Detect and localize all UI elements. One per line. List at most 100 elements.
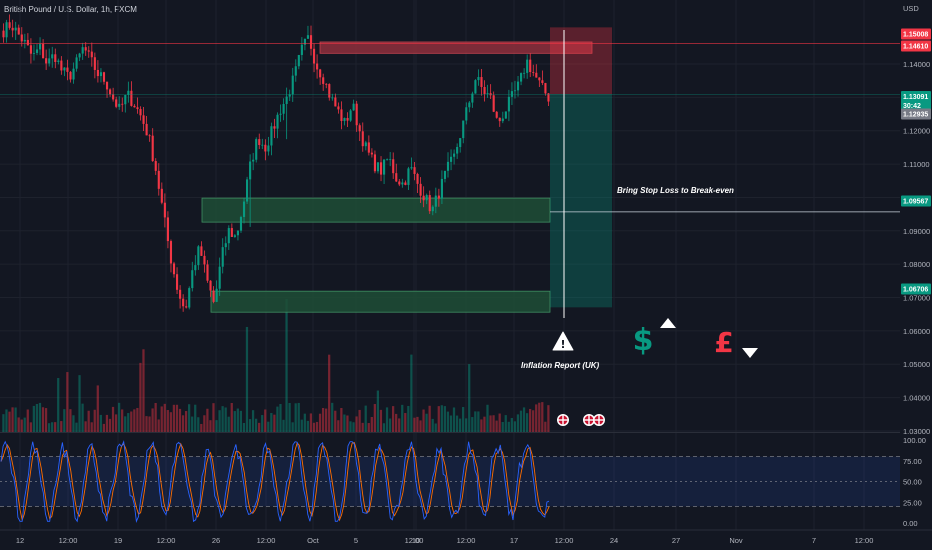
price-tag-bg — [901, 195, 931, 207]
candle-body — [398, 181, 401, 185]
volume-bar — [111, 406, 115, 432]
candle-body — [422, 195, 425, 201]
candle-body — [401, 182, 404, 185]
volume-bar — [416, 416, 419, 432]
volume-bar — [538, 402, 541, 432]
candle-body — [294, 66, 297, 76]
volume-bar — [108, 418, 112, 432]
volume-bar — [5, 409, 8, 432]
candle-body — [154, 161, 157, 171]
candle-body — [127, 90, 130, 95]
volume-bar — [75, 422, 78, 432]
candle-body — [486, 93, 489, 95]
candle-body — [395, 173, 398, 182]
volume-bar — [124, 416, 127, 432]
volume-bar — [510, 417, 513, 432]
candle-body — [23, 39, 26, 42]
candle-body — [54, 54, 57, 62]
candle-body — [90, 51, 93, 58]
price-tag-bg — [901, 91, 931, 111]
volume-bar — [352, 422, 355, 432]
candle-body — [200, 246, 203, 256]
volume-bar — [261, 415, 264, 432]
candle-body — [8, 22, 11, 28]
candle-body — [410, 167, 413, 169]
volume-bars — [2, 299, 550, 432]
volume-bar — [306, 420, 309, 432]
candle-body — [364, 142, 367, 147]
volume-bar — [367, 423, 370, 432]
price-tick-label: 1.08000 — [903, 260, 930, 269]
time-tick-label: 5 — [354, 536, 358, 545]
candle-body — [2, 30, 5, 38]
volume-bar — [63, 409, 66, 432]
volume-bar — [69, 409, 72, 432]
candle-body — [169, 241, 173, 264]
candle-body — [273, 126, 276, 129]
volume-bar — [532, 410, 535, 432]
candle-body — [20, 34, 23, 42]
volume-bar — [452, 407, 456, 432]
volume-bar — [136, 407, 139, 432]
candle-body — [480, 77, 483, 87]
volume-bar — [209, 420, 212, 432]
volume-bar — [364, 405, 367, 432]
candle-body — [182, 298, 185, 307]
volume-bar — [254, 418, 258, 432]
candle-body — [431, 206, 434, 212]
volume-bar — [477, 411, 480, 432]
volume-bar — [206, 408, 209, 432]
volume-bar — [519, 410, 523, 432]
candle-body — [541, 80, 544, 84]
candle-body — [501, 118, 504, 122]
candle-body — [419, 183, 422, 196]
candle-body — [434, 195, 437, 207]
volume-bar — [60, 421, 63, 432]
volume-bar — [331, 402, 334, 432]
take-profit-area — [550, 94, 612, 308]
volume-bar — [200, 423, 203, 432]
candle-body — [179, 289, 182, 299]
volume-bar — [245, 326, 249, 432]
volume-bar — [218, 410, 221, 432]
volume-bar — [20, 419, 23, 432]
volume-bar — [440, 405, 443, 432]
oscillator-tick-label: 25.00 — [903, 498, 922, 507]
candle-body — [69, 71, 72, 80]
warning-glyph: ! — [560, 338, 565, 351]
candle-body — [297, 54, 300, 67]
volume-bar — [78, 375, 81, 432]
volume-bar — [178, 408, 182, 432]
candle-body — [535, 72, 538, 78]
short-position-tool[interactable] — [550, 27, 612, 308]
volume-bar — [388, 418, 392, 432]
volume-bar — [395, 413, 398, 432]
stop-loss-area — [550, 27, 612, 95]
candle-body — [45, 58, 48, 64]
volume-bar — [2, 414, 5, 432]
event-icons: ! $ £ — [552, 318, 758, 426]
volume-bar — [391, 406, 395, 432]
price-tag-bg — [901, 28, 931, 40]
horizontal-lines[interactable] — [0, 30, 900, 318]
volume-bar — [14, 407, 17, 432]
volume-bar — [66, 372, 69, 432]
candle-body — [75, 57, 78, 69]
candle-body — [532, 72, 535, 73]
candle-body — [453, 153, 456, 157]
volume-bar — [425, 413, 428, 432]
candle-body — [449, 156, 453, 162]
price-tag-bg — [901, 283, 931, 295]
volume-bar — [84, 421, 87, 432]
volume-bar — [458, 418, 462, 432]
volume-bar — [117, 402, 121, 432]
candle-body — [322, 77, 325, 84]
price-tag-label: 1.14610 — [903, 44, 928, 51]
volume-bar — [465, 418, 468, 432]
dollar-icon: $ — [633, 323, 654, 358]
volume-bar — [227, 416, 230, 432]
candle-body — [328, 84, 331, 98]
volume-bar — [334, 410, 337, 432]
candle-body — [93, 57, 96, 70]
